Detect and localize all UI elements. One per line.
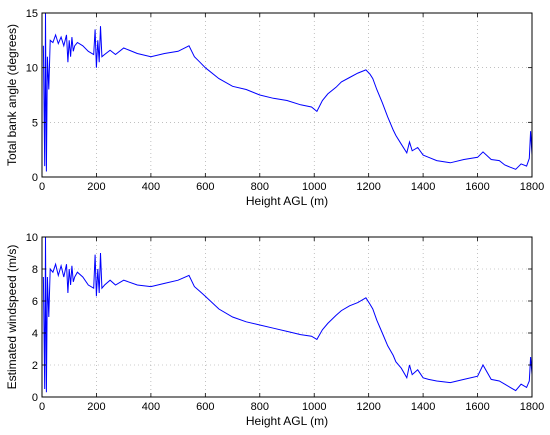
bank-angle-x-tick-label: 400 — [142, 181, 160, 193]
bank-angle-grid — [42, 13, 532, 177]
windspeed-x-tick-label: 400 — [142, 401, 160, 413]
bank-angle-x-tick-label: 1800 — [520, 181, 544, 193]
windspeed-line — [42, 236, 533, 393]
windspeed-y-tick-label: 10 — [26, 232, 38, 244]
windspeed-x-tick-label: 600 — [196, 401, 214, 413]
windspeed-x-tick-label: 1800 — [520, 401, 544, 413]
bank-angle-x-tick-label: 1200 — [356, 181, 380, 193]
windspeed-x-tick-label: 1600 — [465, 401, 489, 413]
windspeed-x-tick-label: 800 — [251, 401, 269, 413]
windspeed-grid — [42, 237, 532, 397]
bank-angle-x-tick-label: 1600 — [465, 181, 489, 193]
bank-angle-y-tick-label: 10 — [26, 63, 38, 75]
windspeed-x-tick-label: 1000 — [302, 401, 326, 413]
bank-angle-x-tick-label: 800 — [251, 181, 269, 193]
windspeed-x-tick-label: 1200 — [356, 401, 380, 413]
windspeed-plot-frame — [41, 236, 533, 398]
bank-angle-x-tick-label: 0 — [39, 181, 45, 193]
windspeed-y-tick-label: 0 — [32, 392, 38, 404]
bank-angle-y-tick-label: 15 — [26, 8, 38, 20]
windspeed-x-tick-label: 0 — [39, 401, 45, 413]
bank-angle-y-axis-label: Total bank angle (degrees) — [5, 24, 19, 166]
windspeed-x-tick-label: 200 — [87, 401, 105, 413]
windspeed-y-tick-label: 2 — [32, 360, 38, 372]
bank-angle-x-tick-label: 200 — [87, 181, 105, 193]
windspeed-y-axis-label: Estimated windspeed (m/s) — [5, 245, 19, 390]
windspeed-y-tick-label: 8 — [32, 264, 38, 276]
windspeed-panel: 0 200 400 600 800 1000 1200 1400 1600 1800 0 2 4 6 8 10… — [5, 232, 544, 428]
bank-angle-line — [42, 12, 533, 172]
windspeed-x-axis-label: Height AGL (m) — [246, 414, 328, 428]
bank-angle-x-axis-label: Height AGL (m) — [246, 194, 328, 208]
bank-angle-ticks: 0 200 400 600 800 1000 1200 1400 1600 1800 0 5 10 15 — [26, 8, 544, 193]
bank-angle-x-tick-label: 600 — [196, 181, 214, 193]
bank-angle-panel: 0 200 400 600 800 1000 1200 1400 1600 1800051015 … — [5, 8, 544, 208]
windspeed-y-tick-label: 4 — [32, 328, 38, 340]
windspeed-y-tick-label: 6 — [32, 296, 38, 308]
bank-angle-x-tick-label: 1400 — [411, 181, 435, 193]
bank-angle-plot-frame — [41, 12, 533, 178]
bank-angle-x-tick-label: 1000 — [302, 181, 326, 193]
bank-angle-y-tick-label: 5 — [32, 117, 38, 129]
bank-angle-y-tick-label: 0 — [32, 172, 38, 184]
windspeed-ticks: 0 200 400 600 800 1000 1200 1400 1600 1800 0 2 4 6 8 10 — [26, 232, 544, 413]
windspeed-x-tick-label: 1400 — [411, 401, 435, 413]
